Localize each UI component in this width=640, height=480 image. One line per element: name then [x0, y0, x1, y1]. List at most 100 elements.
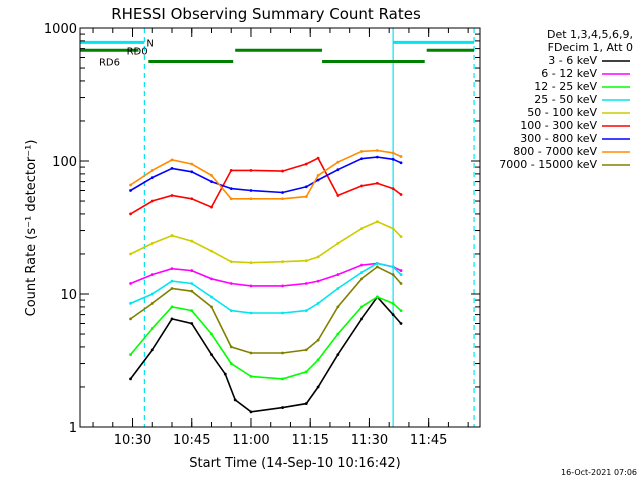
series-point-4: [316, 301, 320, 305]
legend-entry: 6 - 12 keV: [541, 67, 597, 80]
series-point-1: [223, 372, 227, 376]
series-point-1: [249, 410, 253, 414]
series-point-7: [375, 155, 379, 159]
series-point-3: [304, 370, 308, 374]
series-point-8: [304, 195, 308, 198]
series-point-5: [150, 242, 154, 245]
footer-date: 16-Oct-2021 07:06: [561, 468, 637, 477]
series-point-9: [190, 289, 194, 293]
series-point-5: [129, 252, 132, 256]
series-point-9: [316, 338, 320, 342]
series-point-1: [391, 313, 395, 317]
series-point-4: [336, 287, 340, 290]
series-point-7: [281, 191, 284, 194]
series-point-6: [170, 194, 174, 197]
series-point-8: [399, 155, 403, 158]
legend-entry: 3 - 6 keV: [548, 54, 597, 67]
series-point-1: [233, 398, 237, 402]
series-point-6: [399, 193, 403, 196]
x-tick-label: 11:00: [232, 433, 269, 448]
legend-entry: 25 - 50 keV: [534, 93, 597, 106]
series-point-5: [170, 234, 174, 237]
series-point-3: [375, 295, 379, 299]
series-point-6: [150, 199, 154, 203]
series-point-6: [304, 162, 308, 166]
series-point-5: [399, 235, 403, 239]
series-point-2: [150, 273, 154, 276]
series-point-5: [190, 239, 194, 243]
series-point-1: [399, 322, 403, 325]
series-point-7: [210, 180, 213, 184]
series-point-9: [150, 301, 154, 305]
series-point-6: [210, 205, 213, 209]
series-point-7: [170, 166, 174, 170]
series-point-2: [304, 282, 308, 285]
legend-entry: 100 - 300 keV: [520, 119, 597, 132]
series-point-6: [190, 197, 194, 201]
series-point-2: [210, 277, 213, 281]
series-point-8: [375, 149, 379, 152]
x-tick-label: 11:15: [291, 433, 328, 448]
series-point-9: [399, 282, 403, 285]
series-point-2: [229, 282, 233, 285]
series-point-8: [190, 162, 194, 166]
series-point-1: [316, 385, 320, 389]
legend-header-line: Det 1,3,4,5,6,9,: [547, 28, 633, 41]
series-point-9: [249, 351, 253, 355]
y-tick-label: 1000: [44, 22, 77, 37]
x-tick-label: 10:45: [173, 433, 210, 448]
series-point-5: [229, 260, 233, 264]
series-point-4: [249, 311, 253, 315]
flag-label-rd0: RD0: [127, 46, 148, 57]
series-point-3: [316, 358, 320, 362]
series-point-1: [360, 317, 363, 321]
series-point-5: [316, 255, 320, 259]
series-point-5: [210, 249, 213, 253]
series-point-9: [281, 351, 284, 355]
series-point-2: [399, 269, 403, 272]
series-point-1: [190, 322, 194, 325]
series-point-6: [391, 187, 395, 191]
series-point-6: [360, 184, 363, 188]
series-point-8: [150, 168, 154, 172]
series-point-2: [336, 273, 340, 276]
series-point-4: [281, 311, 284, 315]
series-point-4: [399, 273, 403, 276]
series-point-4: [304, 309, 308, 313]
series-point-3: [129, 353, 132, 357]
series-point-3: [360, 305, 363, 309]
series-point-2: [281, 284, 284, 288]
series-point-3: [249, 375, 253, 378]
series-point-4: [229, 309, 233, 313]
series-point-5: [304, 259, 308, 263]
flag-label-rd6: RD6: [99, 57, 120, 68]
x-tick-label: 11:45: [410, 433, 447, 448]
series-point-9: [391, 273, 395, 276]
series-point-8: [210, 173, 213, 177]
legend-entry: 800 - 7000 keV: [513, 145, 597, 158]
series-point-7: [150, 176, 154, 180]
series-point-3: [210, 332, 213, 336]
series-point-7: [129, 189, 132, 192]
series-point-2: [316, 279, 320, 283]
series-point-1: [170, 317, 174, 321]
series-point-8: [229, 197, 233, 201]
series-point-9: [229, 345, 233, 349]
series-point-8: [391, 151, 395, 155]
series-point-3: [190, 309, 194, 313]
series-point-6: [316, 156, 320, 160]
series-point-4: [360, 271, 363, 274]
series-point-2: [129, 282, 132, 285]
series-point-2: [360, 263, 363, 267]
series-point-8: [170, 158, 174, 162]
series-point-1: [336, 353, 340, 357]
series-point-8: [281, 197, 284, 201]
series-point-4: [170, 279, 174, 283]
series-point-9: [360, 277, 363, 281]
series-point-3: [150, 327, 154, 330]
y-tick-label: 10: [60, 288, 77, 303]
y-axis-label: Count Rate (s⁻¹ detector⁻¹): [24, 140, 39, 317]
series-point-5: [281, 260, 284, 264]
x-tick-label: 10:30: [114, 433, 151, 448]
